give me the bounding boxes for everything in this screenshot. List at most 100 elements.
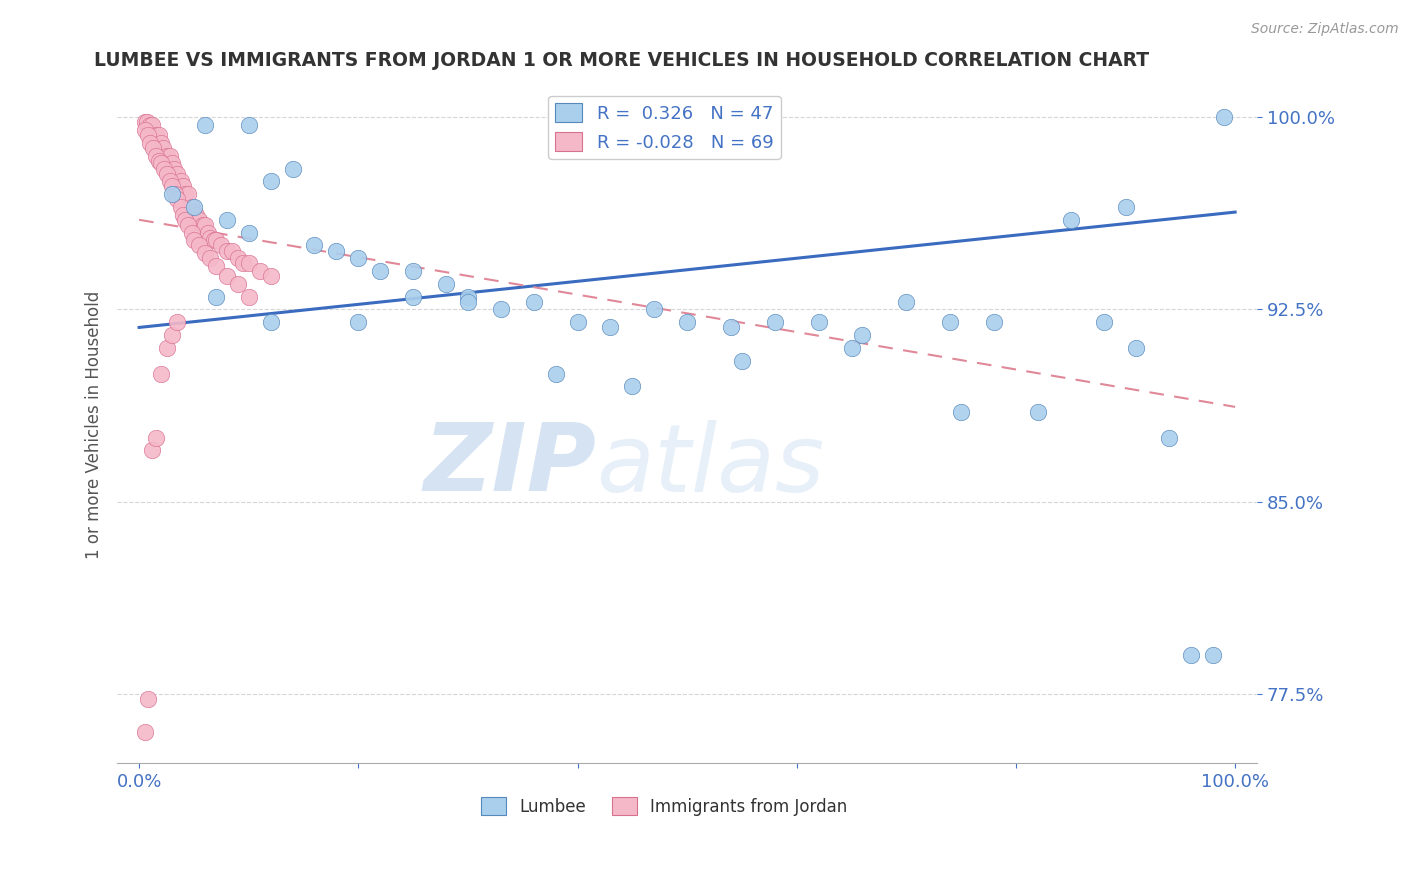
Point	[621, 379, 644, 393]
Point	[141, 118, 163, 132]
Point	[166, 192, 188, 206]
Point	[567, 315, 589, 329]
Point	[226, 277, 249, 291]
Point	[150, 367, 173, 381]
Point	[165, 187, 187, 202]
Point	[160, 156, 183, 170]
Point	[150, 156, 173, 170]
Point	[160, 179, 183, 194]
Point	[183, 200, 205, 214]
Point	[1180, 648, 1202, 663]
Point	[166, 315, 188, 329]
Point	[145, 149, 167, 163]
Point	[183, 233, 205, 247]
Point	[1092, 315, 1115, 329]
Point	[457, 294, 479, 309]
Point	[221, 244, 243, 258]
Point	[232, 256, 254, 270]
Point	[238, 290, 260, 304]
Point	[939, 315, 962, 329]
Point	[763, 315, 786, 329]
Point	[200, 251, 222, 265]
Point	[205, 233, 228, 247]
Point	[731, 353, 754, 368]
Point	[259, 315, 281, 329]
Point	[136, 692, 159, 706]
Point	[174, 187, 197, 202]
Point	[194, 246, 217, 260]
Text: LUMBEE VS IMMIGRANTS FROM JORDAN 1 OR MORE VEHICLES IN HOUSEHOLD CORRELATION CHA: LUMBEE VS IMMIGRANTS FROM JORDAN 1 OR MO…	[94, 51, 1150, 70]
Point	[209, 238, 232, 252]
Point	[177, 187, 200, 202]
Point	[304, 238, 326, 252]
Point	[153, 161, 176, 176]
Point	[544, 367, 567, 381]
Point	[172, 179, 194, 194]
Point	[141, 443, 163, 458]
Point	[155, 341, 177, 355]
Point	[851, 328, 873, 343]
Point	[166, 167, 188, 181]
Point	[139, 118, 162, 132]
Point	[1060, 212, 1083, 227]
Point	[238, 118, 260, 132]
Point	[215, 269, 238, 284]
Point	[238, 256, 260, 270]
Point	[1125, 341, 1147, 355]
Point	[347, 315, 370, 329]
Point	[191, 218, 214, 232]
Point	[180, 200, 202, 214]
Point	[134, 123, 156, 137]
Point	[368, 264, 391, 278]
Point	[155, 149, 177, 163]
Text: atlas: atlas	[596, 420, 824, 511]
Point	[152, 141, 174, 155]
Point	[983, 315, 1005, 329]
Point	[134, 115, 156, 129]
Legend: Lumbee, Immigrants from Jordan: Lumbee, Immigrants from Jordan	[475, 790, 853, 822]
Point	[155, 167, 177, 181]
Point	[194, 118, 217, 132]
Point	[1115, 200, 1137, 214]
Point	[1202, 648, 1225, 663]
Point	[205, 290, 228, 304]
Point	[643, 302, 665, 317]
Point	[347, 251, 370, 265]
Point	[200, 231, 222, 245]
Text: ZIP: ZIP	[423, 419, 596, 511]
Point	[402, 290, 425, 304]
Point	[159, 149, 181, 163]
Point	[142, 141, 165, 155]
Point	[325, 244, 347, 258]
Point	[489, 302, 512, 317]
Point	[457, 290, 479, 304]
Point	[1026, 405, 1049, 419]
Point	[226, 251, 249, 265]
Point	[163, 161, 186, 176]
Point	[148, 128, 170, 143]
Point	[148, 153, 170, 168]
Point	[145, 128, 167, 143]
Point	[202, 233, 225, 247]
Point	[183, 205, 205, 219]
Point	[159, 174, 181, 188]
Point	[676, 315, 699, 329]
Point	[174, 212, 197, 227]
Point	[145, 431, 167, 445]
Point	[841, 341, 863, 355]
Point	[215, 212, 238, 227]
Point	[170, 200, 193, 214]
Text: Source: ZipAtlas.com: Source: ZipAtlas.com	[1251, 22, 1399, 37]
Point	[139, 136, 162, 150]
Point	[134, 725, 156, 739]
Point	[184, 208, 207, 222]
Point	[135, 115, 157, 129]
Point	[188, 212, 211, 227]
Point	[150, 136, 173, 150]
Point	[160, 187, 183, 202]
Point	[950, 405, 973, 419]
Point	[177, 218, 200, 232]
Point	[259, 174, 281, 188]
Point	[172, 208, 194, 222]
Point	[896, 294, 918, 309]
